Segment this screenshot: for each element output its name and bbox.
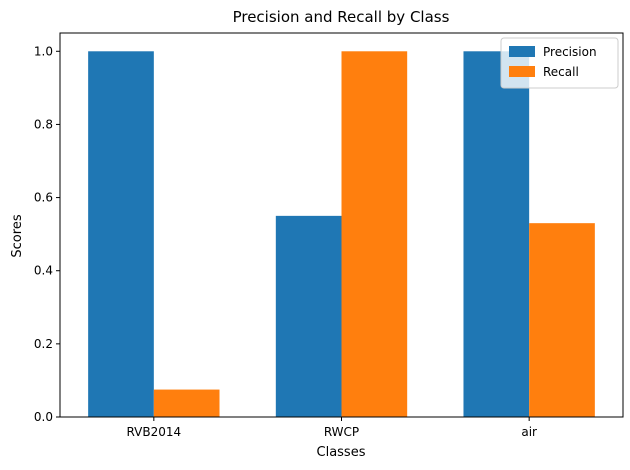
x-tick-label: air — [521, 425, 537, 439]
chart-title: Precision and Recall by Class — [233, 8, 450, 26]
bar-precision-rvb2014 — [88, 51, 154, 417]
legend-swatch-precision — [509, 46, 535, 57]
bar-precision-air — [463, 51, 530, 417]
y-tick-label: 0.0 — [34, 410, 53, 424]
y-tick-label: 0.8 — [34, 117, 53, 131]
y-tick-label: 1.0 — [34, 44, 53, 58]
legend-swatch-recall — [509, 66, 535, 77]
legend-label-precision: Precision — [543, 45, 597, 59]
bar-precision-rwcp — [275, 215, 342, 417]
bar-recall-rvb2014 — [153, 389, 220, 417]
y-axis-label: Scores — [10, 214, 25, 257]
bar-recall-rwcp — [341, 51, 408, 417]
legend: Precision Recall — [500, 37, 619, 89]
x-tick-label: RWCP — [324, 425, 359, 439]
x-axis-label: Classes — [317, 445, 366, 460]
y-tick-label: 0.6 — [34, 191, 53, 205]
bar-recall-air — [529, 223, 595, 417]
y-tick-label: 0.2 — [34, 337, 53, 351]
y-tick-label: 0.4 — [34, 264, 53, 278]
bars-layer — [88, 51, 595, 417]
x-tick-label: RVB2014 — [126, 425, 181, 439]
legend-label-recall: Recall — [543, 65, 579, 79]
axes-layer: 0.0 0.2 0.4 0.6 0.8 1.0 RVB2014 RWCP air — [34, 32, 624, 439]
